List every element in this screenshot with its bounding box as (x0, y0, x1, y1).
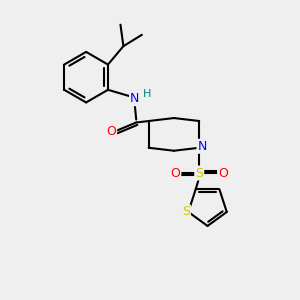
Text: N: N (197, 140, 207, 153)
Text: S: S (182, 206, 190, 218)
Text: O: O (170, 167, 180, 179)
Text: O: O (218, 167, 228, 179)
Text: N: N (130, 92, 140, 105)
Text: O: O (106, 125, 116, 138)
Text: S: S (195, 167, 203, 179)
Text: H: H (142, 89, 151, 99)
